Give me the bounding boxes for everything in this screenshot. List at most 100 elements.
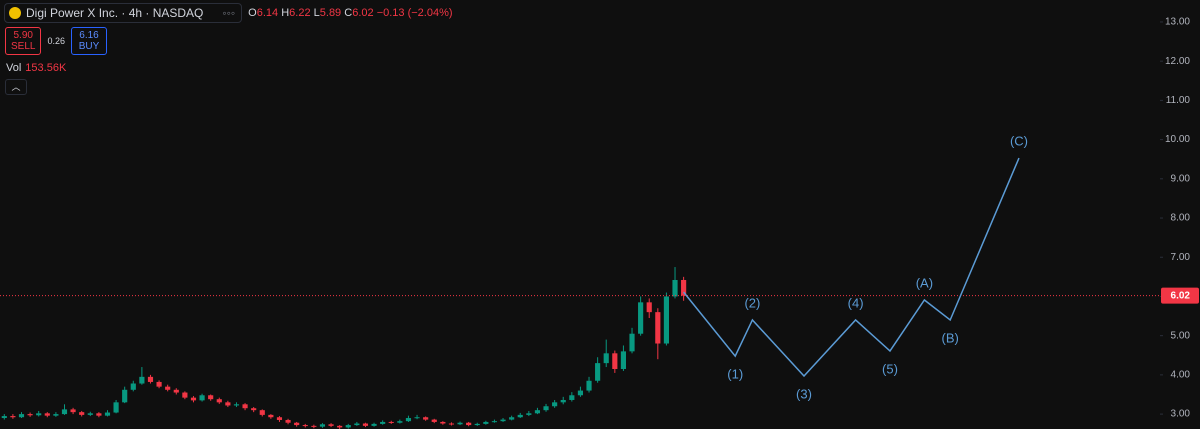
wave-label: (C) [1010, 133, 1028, 148]
candle-body [130, 383, 136, 390]
candle-body [388, 421, 394, 423]
candle-body [466, 422, 472, 426]
last-price-box [1161, 287, 1199, 304]
header: Digi Power X Inc. · 4h · NASDAQ ◦◦◦ O6.14… [4, 3, 453, 23]
candle-body [681, 279, 687, 296]
candle-body [491, 421, 498, 423]
candle-body [311, 425, 317, 427]
candle-body [440, 421, 446, 424]
candle-body [208, 395, 214, 400]
volume-label: Vol [6, 62, 22, 74]
candle-body [620, 351, 627, 370]
y-tick-label: 12.00 [1165, 56, 1190, 67]
ohlc: O6.14 H6.22 L5.89 C6.02 −0.13 (−2.04%) [248, 7, 452, 19]
ohlc-letter: C [344, 7, 353, 19]
y-tick-label: 4.00 [1171, 370, 1191, 381]
candle-body [225, 402, 231, 406]
candle-body [526, 413, 532, 415]
wave-label: (1) [727, 366, 743, 381]
candle-body [285, 419, 291, 423]
candle-body [147, 376, 154, 382]
spread: 0.26 [47, 36, 65, 46]
trade-buttons: 5.90 SELL 0.26 6.16 BUY [5, 27, 107, 55]
candle-body [663, 296, 669, 344]
wave-label: (4) [848, 295, 864, 310]
candle-body [552, 402, 558, 407]
sell-label: SELL [11, 41, 36, 52]
sell-button[interactable]: 5.90 SELL [5, 27, 42, 55]
more[interactable]: ◦◦◦ [222, 6, 236, 20]
candle-body [569, 395, 575, 400]
buy-button[interactable]: 6.16 BUY [71, 27, 107, 55]
candle-body [534, 410, 541, 414]
candle-body [380, 421, 386, 424]
candle-body [500, 419, 506, 422]
candle-body [242, 404, 248, 409]
candle-body [354, 423, 360, 426]
candle-body [362, 423, 369, 426]
candle-body [104, 412, 111, 416]
candle-body [87, 413, 93, 415]
candle-body [27, 414, 33, 416]
candle-body [431, 419, 437, 422]
candle-body [165, 386, 171, 390]
candle-body [655, 312, 661, 344]
candle-body [586, 380, 592, 391]
y-tick-label: 7.00 [1171, 252, 1191, 263]
candle-body [190, 397, 197, 401]
candle-body [156, 381, 162, 387]
y-tick-label: 10.00 [1165, 134, 1190, 145]
volume: Vol 153.56K [6, 62, 66, 74]
candle-body [294, 422, 300, 426]
last-price-label: 6.02 [1171, 290, 1191, 301]
candle-body [259, 410, 265, 415]
candle-body [629, 333, 635, 352]
change: −0.13 (−2.04%) [376, 7, 453, 19]
candle-body [216, 399, 222, 403]
candle-body [603, 353, 609, 364]
ohlc-value: 5.89 [319, 7, 342, 19]
ohlc-letter: L [313, 7, 320, 19]
wave-label: (2) [744, 295, 760, 310]
candle-body [96, 413, 102, 416]
volume-value: 153.56K [25, 62, 67, 74]
logo [9, 7, 21, 19]
candle-body [36, 413, 42, 416]
candle-body [543, 406, 549, 411]
candle-body [474, 423, 480, 426]
candle-body [1, 416, 7, 419]
candle-body [199, 395, 205, 401]
wave-label: (A) [916, 275, 933, 290]
candle-body [646, 302, 652, 313]
candle-body [517, 414, 523, 418]
candle-body [509, 417, 515, 420]
candle-body [483, 421, 489, 424]
candle-body [233, 404, 240, 406]
ohlc-value: 6.14 [256, 7, 279, 19]
candle-body [423, 417, 429, 420]
ohlc-letter: O [248, 7, 257, 19]
candle-body [276, 417, 283, 420]
candle-body [122, 389, 128, 403]
wave-label: (3) [796, 386, 812, 401]
wave-label: (5) [882, 361, 898, 376]
candle-body [612, 353, 618, 370]
candle-body [457, 422, 463, 425]
candle-body [328, 424, 334, 426]
y-tick-label: 9.00 [1171, 173, 1191, 184]
candle-body [397, 421, 403, 423]
candle-body [345, 425, 351, 428]
candle-body [251, 408, 257, 411]
candle-body [672, 279, 678, 297]
candle-body [371, 423, 377, 426]
candle-body [53, 414, 59, 416]
symbol-box[interactable]: Digi Power X Inc. · 4h · NASDAQ ◦◦◦ [4, 3, 243, 23]
candle-body [405, 418, 412, 422]
candle-body [61, 409, 68, 415]
candle-body [70, 409, 76, 413]
candle-body [182, 392, 188, 398]
candle-body [302, 425, 308, 427]
buy-label: BUY [78, 41, 100, 52]
collapse-button[interactable]: ︿ [5, 79, 27, 95]
